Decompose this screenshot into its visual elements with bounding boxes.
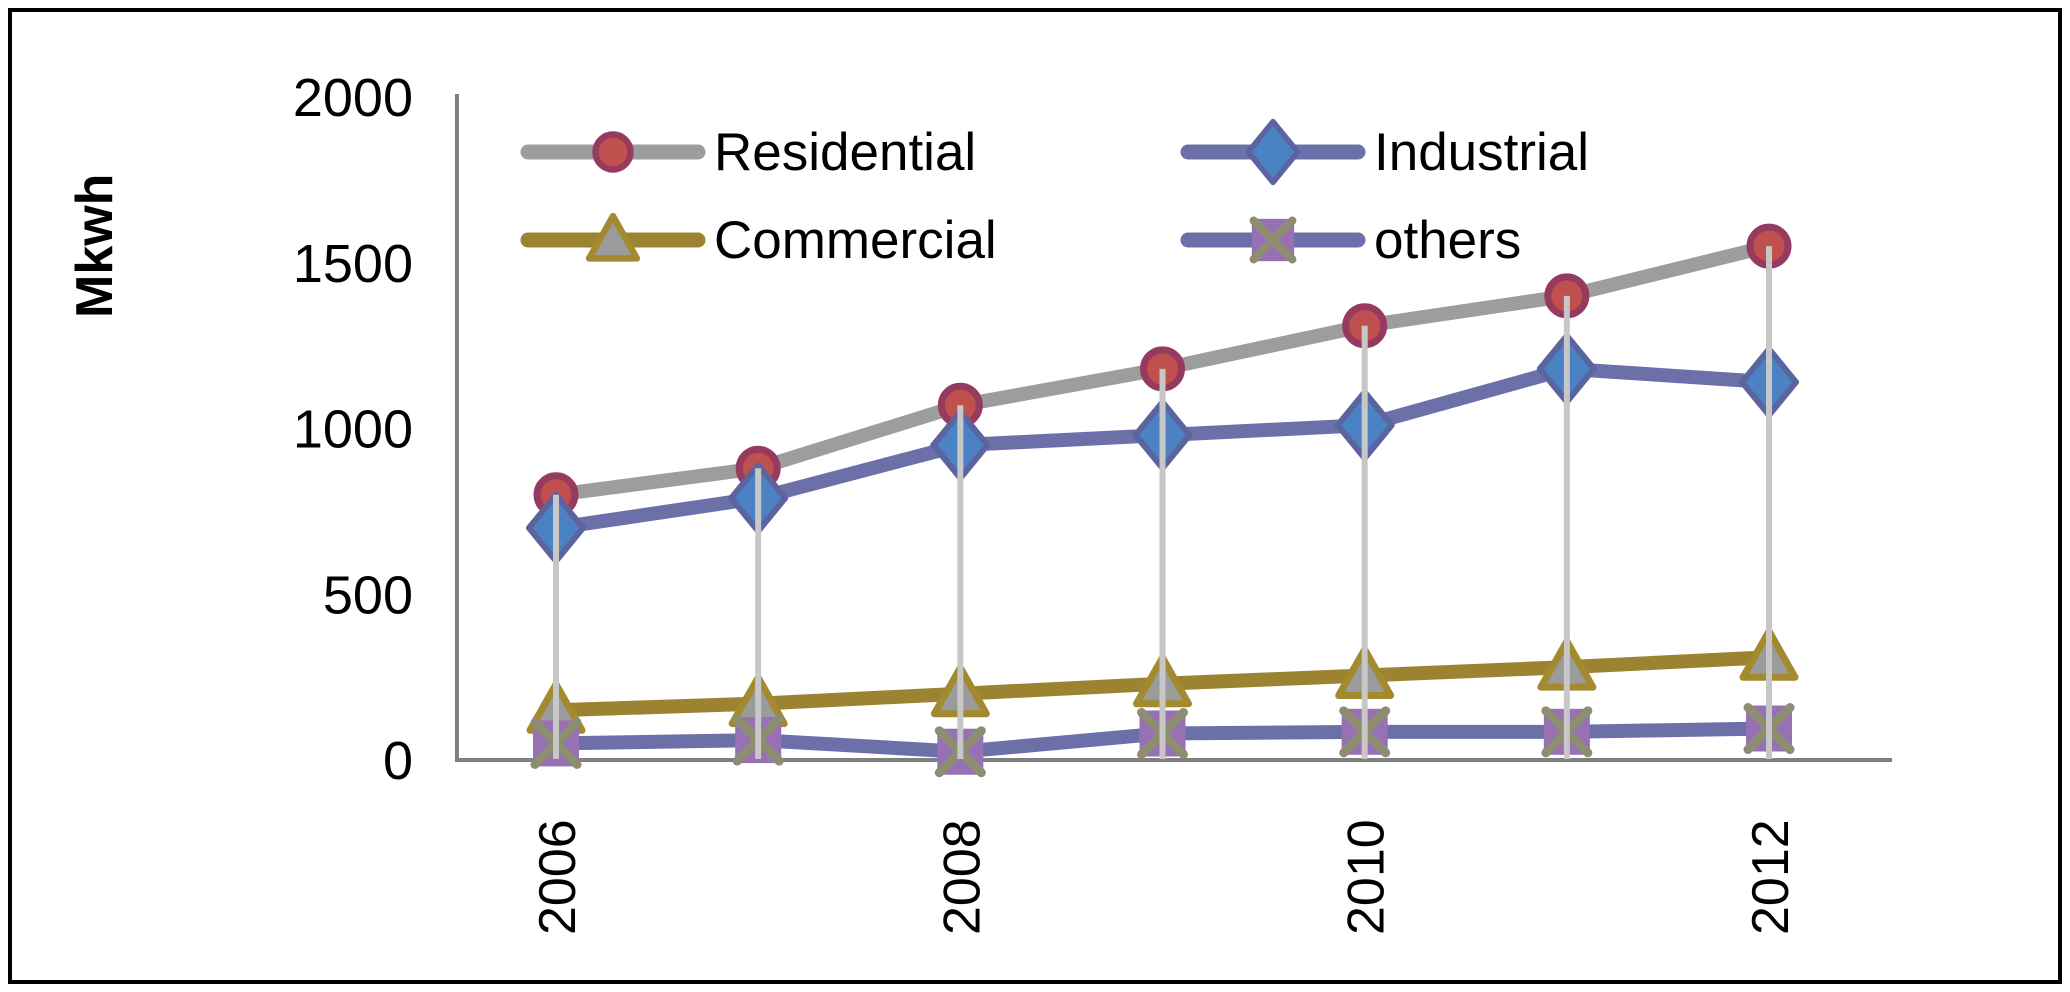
legend-item-others: others [1180, 211, 1521, 270]
x-tick-label: 2010 [1338, 819, 1396, 935]
legend-label-residential: Residential [714, 123, 976, 182]
marker-triangle-commercial [585, 212, 641, 262]
y-tick-label: 2000 [293, 68, 413, 128]
figure-border [8, 8, 2062, 984]
y-axis-title: Mkwh [66, 174, 124, 318]
legend-label-commercial: Commercial [714, 211, 997, 270]
y-tick-label: 1500 [293, 234, 413, 294]
x-tick-label: 2008 [933, 819, 991, 935]
marker-square-x-others-x2 [1249, 216, 1297, 264]
marker-diamond-industrial [1245, 118, 1301, 186]
y-tick-label: 0 [383, 731, 413, 791]
x-tick-label: 2006 [529, 819, 587, 935]
legend-label-industrial: Industrial [1374, 123, 1589, 182]
marker-circle-residential [592, 131, 634, 173]
x-tick-label: 2012 [1742, 819, 1800, 935]
y-tick-label: 1000 [293, 400, 413, 460]
legend-item-commercial: Commercial [520, 211, 997, 270]
legend-label-others: others [1374, 211, 1521, 270]
y-tick-label: 500 [323, 565, 413, 625]
